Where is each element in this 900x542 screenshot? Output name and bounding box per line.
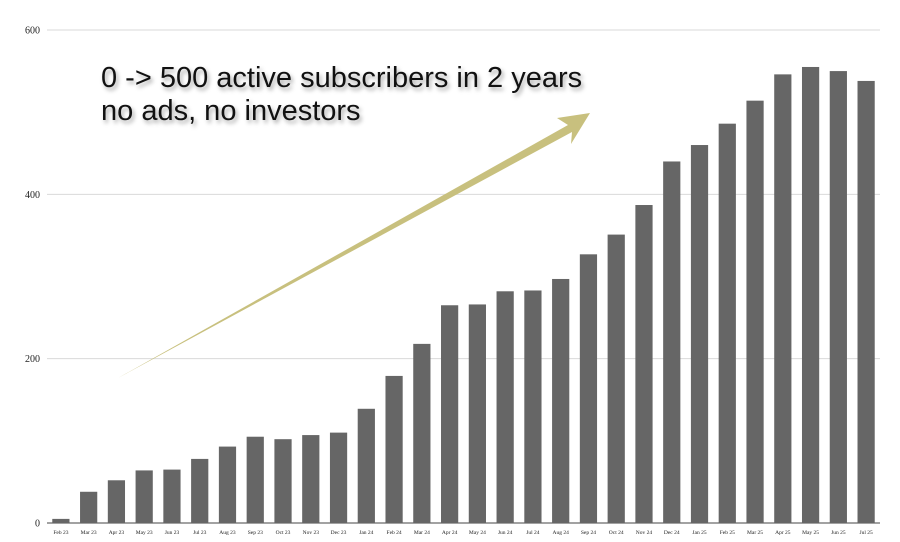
bar [191, 458, 209, 523]
bar [135, 470, 153, 523]
y-tick-label: 200 [25, 354, 40, 365]
bar [329, 432, 348, 523]
x-tick-label: Nov 23 [303, 530, 320, 536]
bar [302, 435, 320, 523]
x-tick-label: Dec 23 [331, 530, 347, 536]
bar [857, 80, 875, 524]
x-tick-label: Apr 25 [775, 530, 791, 536]
x-tick-label: Jul 23 [193, 530, 207, 536]
annotation-line-1: 0 -> 500 active subscribers in 2 years [101, 62, 583, 94]
bar [80, 491, 98, 523]
x-tick-label: Jan 24 [359, 530, 373, 536]
x-axis: Feb 23 Mar 23 Apr 23 May 23 Jun 23 Jul 23 Aug … [53, 530, 873, 536]
bar [718, 123, 736, 524]
bar [468, 304, 486, 523]
x-tick-label: Jun 25 [831, 530, 846, 536]
bar [579, 254, 598, 523]
bar [246, 436, 264, 523]
x-tick-label: Jul 24 [526, 530, 540, 536]
x-tick-label: Jul 25 [859, 530, 873, 536]
annotation-line-2: no ads, no investors [101, 95, 361, 127]
bars [52, 66, 875, 524]
bar [607, 234, 625, 523]
bar [774, 74, 792, 524]
x-tick-label: May 24 [469, 530, 486, 536]
bar [218, 446, 237, 523]
x-tick-label: Apr 23 [109, 530, 125, 536]
bar [829, 71, 847, 523]
bar [413, 343, 431, 523]
annotation-callout: 0 -> 500 active subscribers in 2 years n… [101, 62, 582, 128]
bar [52, 518, 70, 523]
x-tick-label: Oct 23 [276, 530, 291, 536]
bar [801, 66, 820, 523]
x-tick-label: Feb 25 [720, 530, 735, 536]
y-axis: 0 200 400 600 [25, 26, 40, 530]
bar [690, 145, 709, 524]
bar [552, 278, 570, 523]
x-tick-label: Mar 23 [81, 530, 97, 536]
x-tick-label: Aug 24 [553, 530, 570, 536]
gridlines [47, 29, 880, 524]
y-tick-label: 600 [25, 26, 40, 37]
trend-arrow [118, 113, 590, 378]
bar [524, 290, 542, 523]
x-tick-label: Mar 25 [747, 530, 763, 536]
x-tick-label: Sep 23 [248, 530, 263, 536]
bar [635, 205, 653, 523]
bar [357, 408, 375, 523]
x-tick-label: May 23 [136, 530, 153, 536]
y-tick-label: 0 [35, 519, 40, 530]
bar [746, 100, 764, 523]
x-tick-label: Nov 24 [636, 530, 653, 536]
x-tick-label: Dec 24 [664, 530, 680, 536]
bar [496, 291, 514, 523]
x-tick-label: Aug 23 [219, 530, 236, 536]
x-tick-label: May 25 [802, 530, 819, 536]
x-tick-label: Jun 23 [165, 530, 180, 536]
bar [663, 161, 681, 523]
x-tick-label: Oct 24 [609, 530, 624, 536]
bar [163, 469, 181, 523]
x-tick-label: Jan 25 [692, 530, 706, 536]
y-tick-label: 400 [25, 190, 40, 201]
bar [441, 305, 459, 523]
x-tick-label: Feb 23 [53, 530, 68, 536]
bar [107, 480, 126, 523]
x-tick-label: Sep 24 [581, 530, 596, 536]
bar [274, 439, 292, 523]
x-tick-label: Apr 24 [442, 530, 458, 536]
x-tick-label: Jun 24 [498, 530, 513, 536]
x-tick-label: Mar 24 [414, 530, 430, 536]
x-tick-label: Feb 24 [387, 530, 402, 536]
bar [385, 375, 403, 523]
